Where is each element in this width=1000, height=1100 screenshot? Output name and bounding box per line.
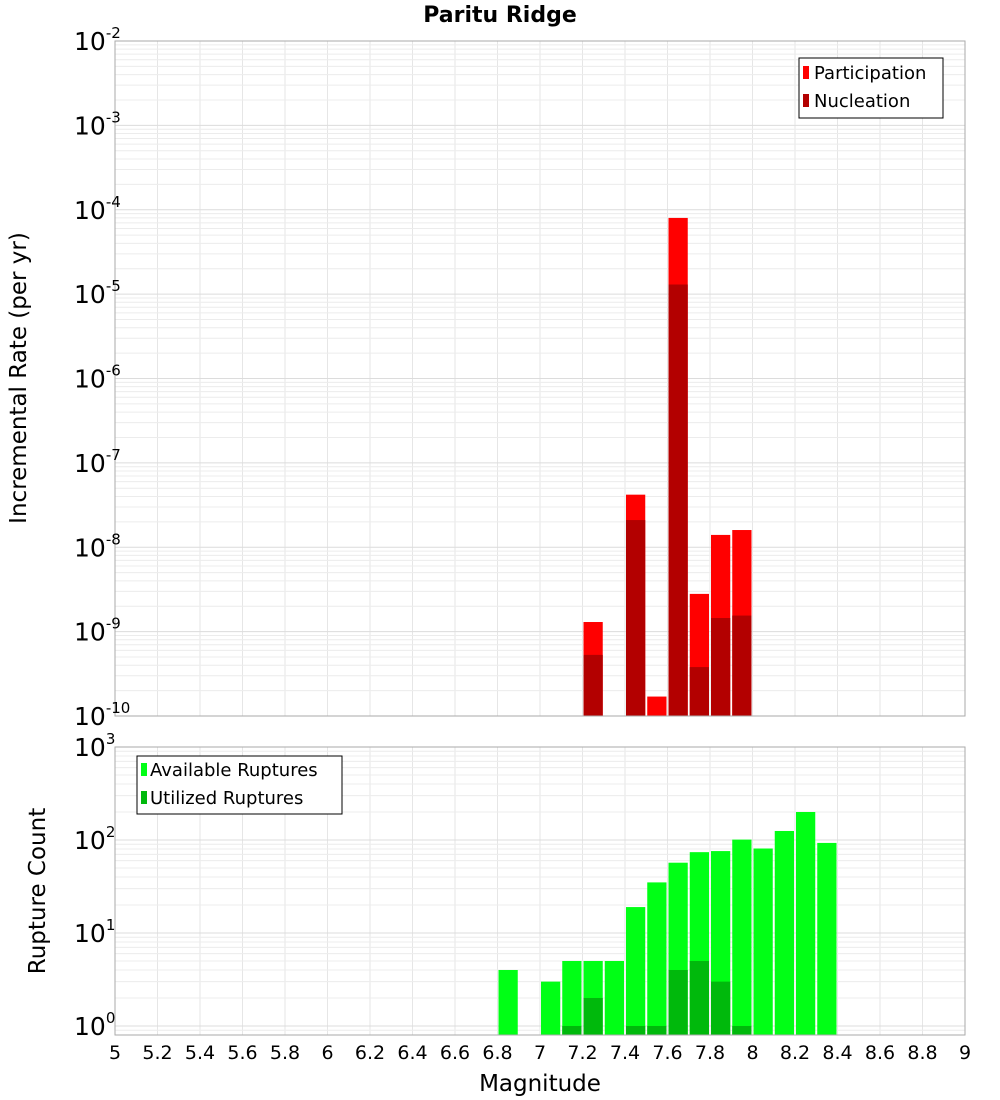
available-ruptures-bar (626, 907, 646, 1035)
x-tick-label: 8.2 (780, 1042, 810, 1064)
nucleation-bar (668, 284, 688, 716)
rupture-plot-bars (498, 812, 837, 1035)
x-tick-label: 7.6 (652, 1042, 682, 1064)
y-tick-label: 10-2 (74, 24, 121, 56)
available-ruptures-bar (541, 981, 561, 1035)
rate-y-axis-label: Incremental Rate (per yr) (6, 232, 32, 524)
y-tick-label: 103 (74, 730, 115, 762)
x-tick-label: 5.6 (227, 1042, 257, 1064)
nucleation-bar (711, 618, 731, 716)
available-ruptures-bar (753, 848, 773, 1035)
x-tick-label: 7.4 (610, 1042, 640, 1064)
utilized-ruptures-bar (732, 1025, 752, 1035)
rate-plot-bars (583, 217, 752, 716)
utilized-ruptures-bar (626, 1025, 646, 1035)
participation-legend-swatch (803, 66, 809, 79)
rupture-count-panel: 103 102 101 100 5 5.2 5.4 5.6 5.8 6 6.2 6.4 6.6 6.8 7… (25, 730, 971, 1097)
rupture-legend: Available Ruptures Utilized Ruptures (136, 755, 343, 815)
participation-legend-label: Participation (814, 63, 926, 84)
participation-bar (647, 696, 667, 716)
y-tick-label: 10-9 (74, 615, 121, 647)
x-tick-label: 9 (959, 1042, 971, 1064)
rupture-y-ticks: 103 102 101 100 (74, 730, 115, 1041)
y-tick-label: 10-5 (74, 277, 121, 309)
y-tick-label: 102 (74, 823, 115, 855)
y-tick-label: 10-6 (74, 362, 121, 394)
rupture-plot-frame (114, 746, 966, 1036)
y-tick-label: 10-10 (74, 699, 130, 731)
available-ruptures-bar (498, 969, 518, 1035)
nucleation-bar (732, 615, 752, 716)
x-tick-label: 7.8 (695, 1042, 725, 1064)
magnitude-x-ticks: 5 5.2 5.4 5.6 5.8 6 6.2 6.4 6.6 6.8 7 7.2 7.4 7.6 7.8 8… (109, 1042, 971, 1064)
nucleation-bar (583, 654, 603, 716)
x-tick-label: 8.8 (907, 1042, 937, 1064)
nucleation-legend-swatch (803, 94, 809, 107)
utilized-ruptures-bar (562, 1025, 582, 1035)
rate-legend-box (798, 57, 944, 119)
rate-plot-panel: 10-2 10-3 10-4 10-5 10-6 10-7 10-8 10-9 10-10 In… (6, 24, 966, 731)
y-tick-label: 10-3 (74, 108, 121, 140)
utilized-ruptures-bar (583, 997, 603, 1035)
available-ruptures-bar (796, 812, 816, 1035)
chart-title: Paritu Ridge (423, 3, 577, 28)
x-tick-label: 6.4 (397, 1042, 427, 1064)
available-ruptures-legend-label: Available Ruptures (150, 760, 318, 781)
x-tick-label: 5.4 (185, 1042, 215, 1064)
available-ruptures-bar (774, 830, 794, 1035)
y-tick-label: 10-7 (74, 446, 121, 478)
x-tick-label: 6 (321, 1042, 333, 1064)
available-ruptures-legend-swatch (141, 763, 147, 776)
utilized-ruptures-bar (668, 969, 688, 1035)
available-ruptures-bar (817, 842, 837, 1035)
rupture-legend-box (136, 755, 343, 815)
x-tick-label: 6.6 (440, 1042, 470, 1064)
y-tick-label: 100 (74, 1009, 115, 1041)
available-ruptures-bar (732, 839, 752, 1035)
magnitude-x-axis-label: Magnitude (479, 1071, 601, 1097)
utilized-ruptures-legend-swatch (141, 791, 147, 804)
x-tick-label: 5.8 (270, 1042, 300, 1064)
rate-plot-frame (114, 40, 966, 717)
x-tick-label: 7.2 (567, 1042, 597, 1064)
x-tick-label: 5 (109, 1042, 121, 1064)
utilized-ruptures-bar (647, 1025, 667, 1035)
y-tick-label: 101 (74, 916, 115, 948)
x-tick-label: 6.8 (482, 1042, 512, 1064)
x-tick-label: 7 (534, 1042, 546, 1064)
utilized-ruptures-legend-label: Utilized Ruptures (150, 788, 303, 809)
available-ruptures-bar (604, 960, 624, 1035)
nucleation-bar (626, 520, 646, 716)
nucleation-legend-label: Nucleation (814, 91, 910, 112)
x-tick-label: 6.2 (355, 1042, 385, 1064)
rate-y-ticks: 10-2 10-3 10-4 10-5 10-6 10-7 10-8 10-9 10-10 (74, 24, 130, 731)
utilized-ruptures-bar (689, 960, 709, 1035)
utilized-ruptures-bar (711, 981, 731, 1035)
rate-plot-grid (114, 40, 966, 717)
rupture-y-axis-label: Rupture Count (25, 808, 51, 974)
available-ruptures-bar (647, 882, 667, 1035)
x-tick-label: 8.4 (822, 1042, 852, 1064)
y-tick-label: 10-8 (74, 530, 121, 562)
x-tick-label: 8 (746, 1042, 758, 1064)
available-ruptures-bar (562, 960, 582, 1035)
rate-legend: Participation Nucleation (798, 57, 944, 119)
x-tick-label: 8.6 (865, 1042, 895, 1064)
x-tick-label: 5.2 (142, 1042, 172, 1064)
y-tick-label: 10-4 (74, 193, 121, 225)
nucleation-bar (689, 667, 709, 716)
